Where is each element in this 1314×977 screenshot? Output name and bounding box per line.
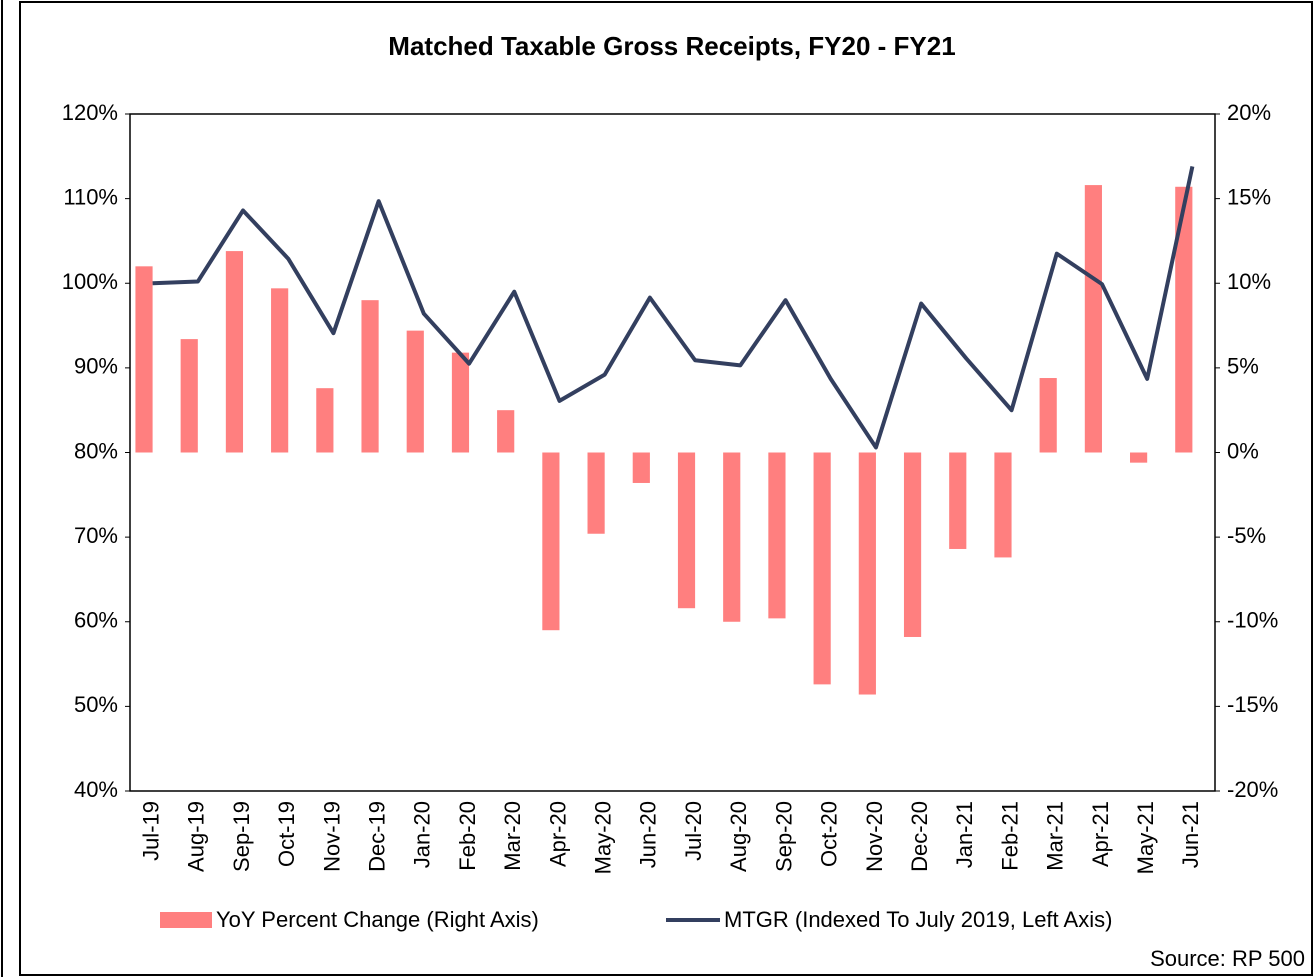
line (152, 166, 1195, 450)
y-tick-label: 70% (74, 523, 118, 548)
y2-tick-label: -15% (1227, 692, 1278, 717)
x-tick-label: Oct-20 (817, 801, 842, 867)
bar (994, 452, 1012, 558)
y2-tick-label: 15% (1227, 184, 1271, 209)
y2-tick-label: 5% (1227, 354, 1259, 379)
y2-tick-label: 20% (1227, 100, 1271, 125)
x-tick-label: Dec-19 (364, 801, 389, 872)
x-tick-label: Feb-21 (997, 801, 1022, 871)
x-tick-label: Apr-20 (545, 801, 570, 867)
bar (723, 452, 741, 622)
bar (271, 288, 289, 453)
bar (451, 352, 470, 453)
y2-tick-label: -10% (1227, 608, 1278, 633)
bar (858, 452, 876, 695)
y2-tick-label: 0% (1227, 438, 1259, 463)
x-tick-label: Aug-19 (184, 801, 209, 872)
bar (632, 452, 650, 483)
bar (180, 339, 198, 453)
x-tick-label: Jun-20 (636, 801, 661, 868)
source: Source: RP 500 (1150, 946, 1305, 971)
chart-frame (19, 1, 1313, 976)
bar (1130, 452, 1148, 463)
x-tick-label: May-20 (591, 801, 616, 874)
bar (361, 300, 379, 453)
y-tick-label: 50% (74, 692, 118, 717)
x-tick-label: Jul-19 (138, 801, 163, 861)
bar (1084, 185, 1102, 453)
bar (542, 452, 560, 631)
x-tick-label: Apr-21 (1088, 801, 1113, 867)
legend-label: YoY Percent Change (Right Axis) (216, 907, 539, 932)
y-tick-label: 80% (74, 438, 118, 463)
bar (316, 388, 334, 453)
bar (406, 330, 424, 453)
bar (813, 452, 831, 685)
bar (225, 251, 244, 453)
y-tick-label: 60% (74, 608, 118, 633)
x-tick-label: Oct-19 (274, 801, 299, 867)
y-tick-label: 40% (74, 777, 118, 802)
legend-swatch (160, 912, 212, 928)
y-tick-label: 120% (62, 100, 118, 125)
y2-tick-label: -5% (1227, 523, 1266, 548)
bar (135, 266, 153, 453)
y-tick-label: 110% (63, 184, 118, 209)
chart-title: Matched Taxable Gross Receipts, FY20 - F… (388, 31, 955, 61)
y-tick-label: 90% (74, 354, 118, 379)
x-tick-label: Jul-20 (681, 801, 706, 861)
bar (768, 452, 786, 619)
y2-tick-label: -20% (1227, 777, 1278, 802)
bar (587, 452, 605, 534)
x-tick-label: Sep-19 (229, 801, 254, 872)
x-tick-label: Nov-20 (862, 801, 887, 872)
x-tick-label: Jun-21 (1178, 801, 1203, 868)
x-tick-label: May-21 (1133, 801, 1158, 874)
x-tick-label: Dec-20 (907, 801, 932, 872)
bar (903, 452, 922, 637)
bar (1175, 186, 1193, 453)
bar (1039, 378, 1057, 453)
x-tick-label: Jan-21 (952, 801, 977, 868)
bar (949, 452, 967, 549)
bar (677, 452, 696, 609)
bar (497, 410, 515, 453)
legend-label: MTGR (Indexed To July 2019, Left Axis) (724, 907, 1112, 932)
x-tick-label: Mar-20 (500, 801, 525, 871)
x-tick-label: Feb-20 (455, 801, 480, 871)
x-tick-label: Mar-21 (1043, 801, 1068, 871)
x-tick-label: Nov-19 (319, 801, 344, 872)
y-tick-label: 100% (62, 269, 118, 294)
x-tick-label: Sep-20 (771, 801, 796, 872)
x-tick-label: Aug-20 (726, 801, 751, 872)
y2-tick-label: 10% (1227, 269, 1271, 294)
x-tick-label: Jan-20 (410, 801, 435, 868)
plot-area (129, 113, 1216, 792)
